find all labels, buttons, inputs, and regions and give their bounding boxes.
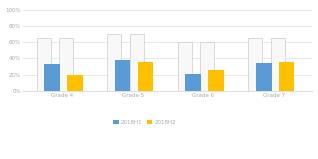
Bar [208, 70, 224, 91]
Bar [248, 38, 262, 91]
Legend: 2018H1, 2018H2: 2018H1, 2018H2 [111, 118, 179, 127]
Bar [115, 60, 130, 91]
Bar [37, 38, 51, 91]
Bar [200, 42, 214, 91]
Bar [45, 64, 60, 91]
Bar [130, 34, 144, 91]
Bar [185, 74, 201, 91]
Bar [271, 38, 285, 91]
Bar [279, 62, 294, 91]
Bar [256, 62, 272, 91]
Bar [59, 38, 73, 91]
Bar [137, 62, 153, 91]
Bar [67, 75, 82, 91]
Bar [107, 34, 121, 91]
Bar [178, 42, 192, 91]
